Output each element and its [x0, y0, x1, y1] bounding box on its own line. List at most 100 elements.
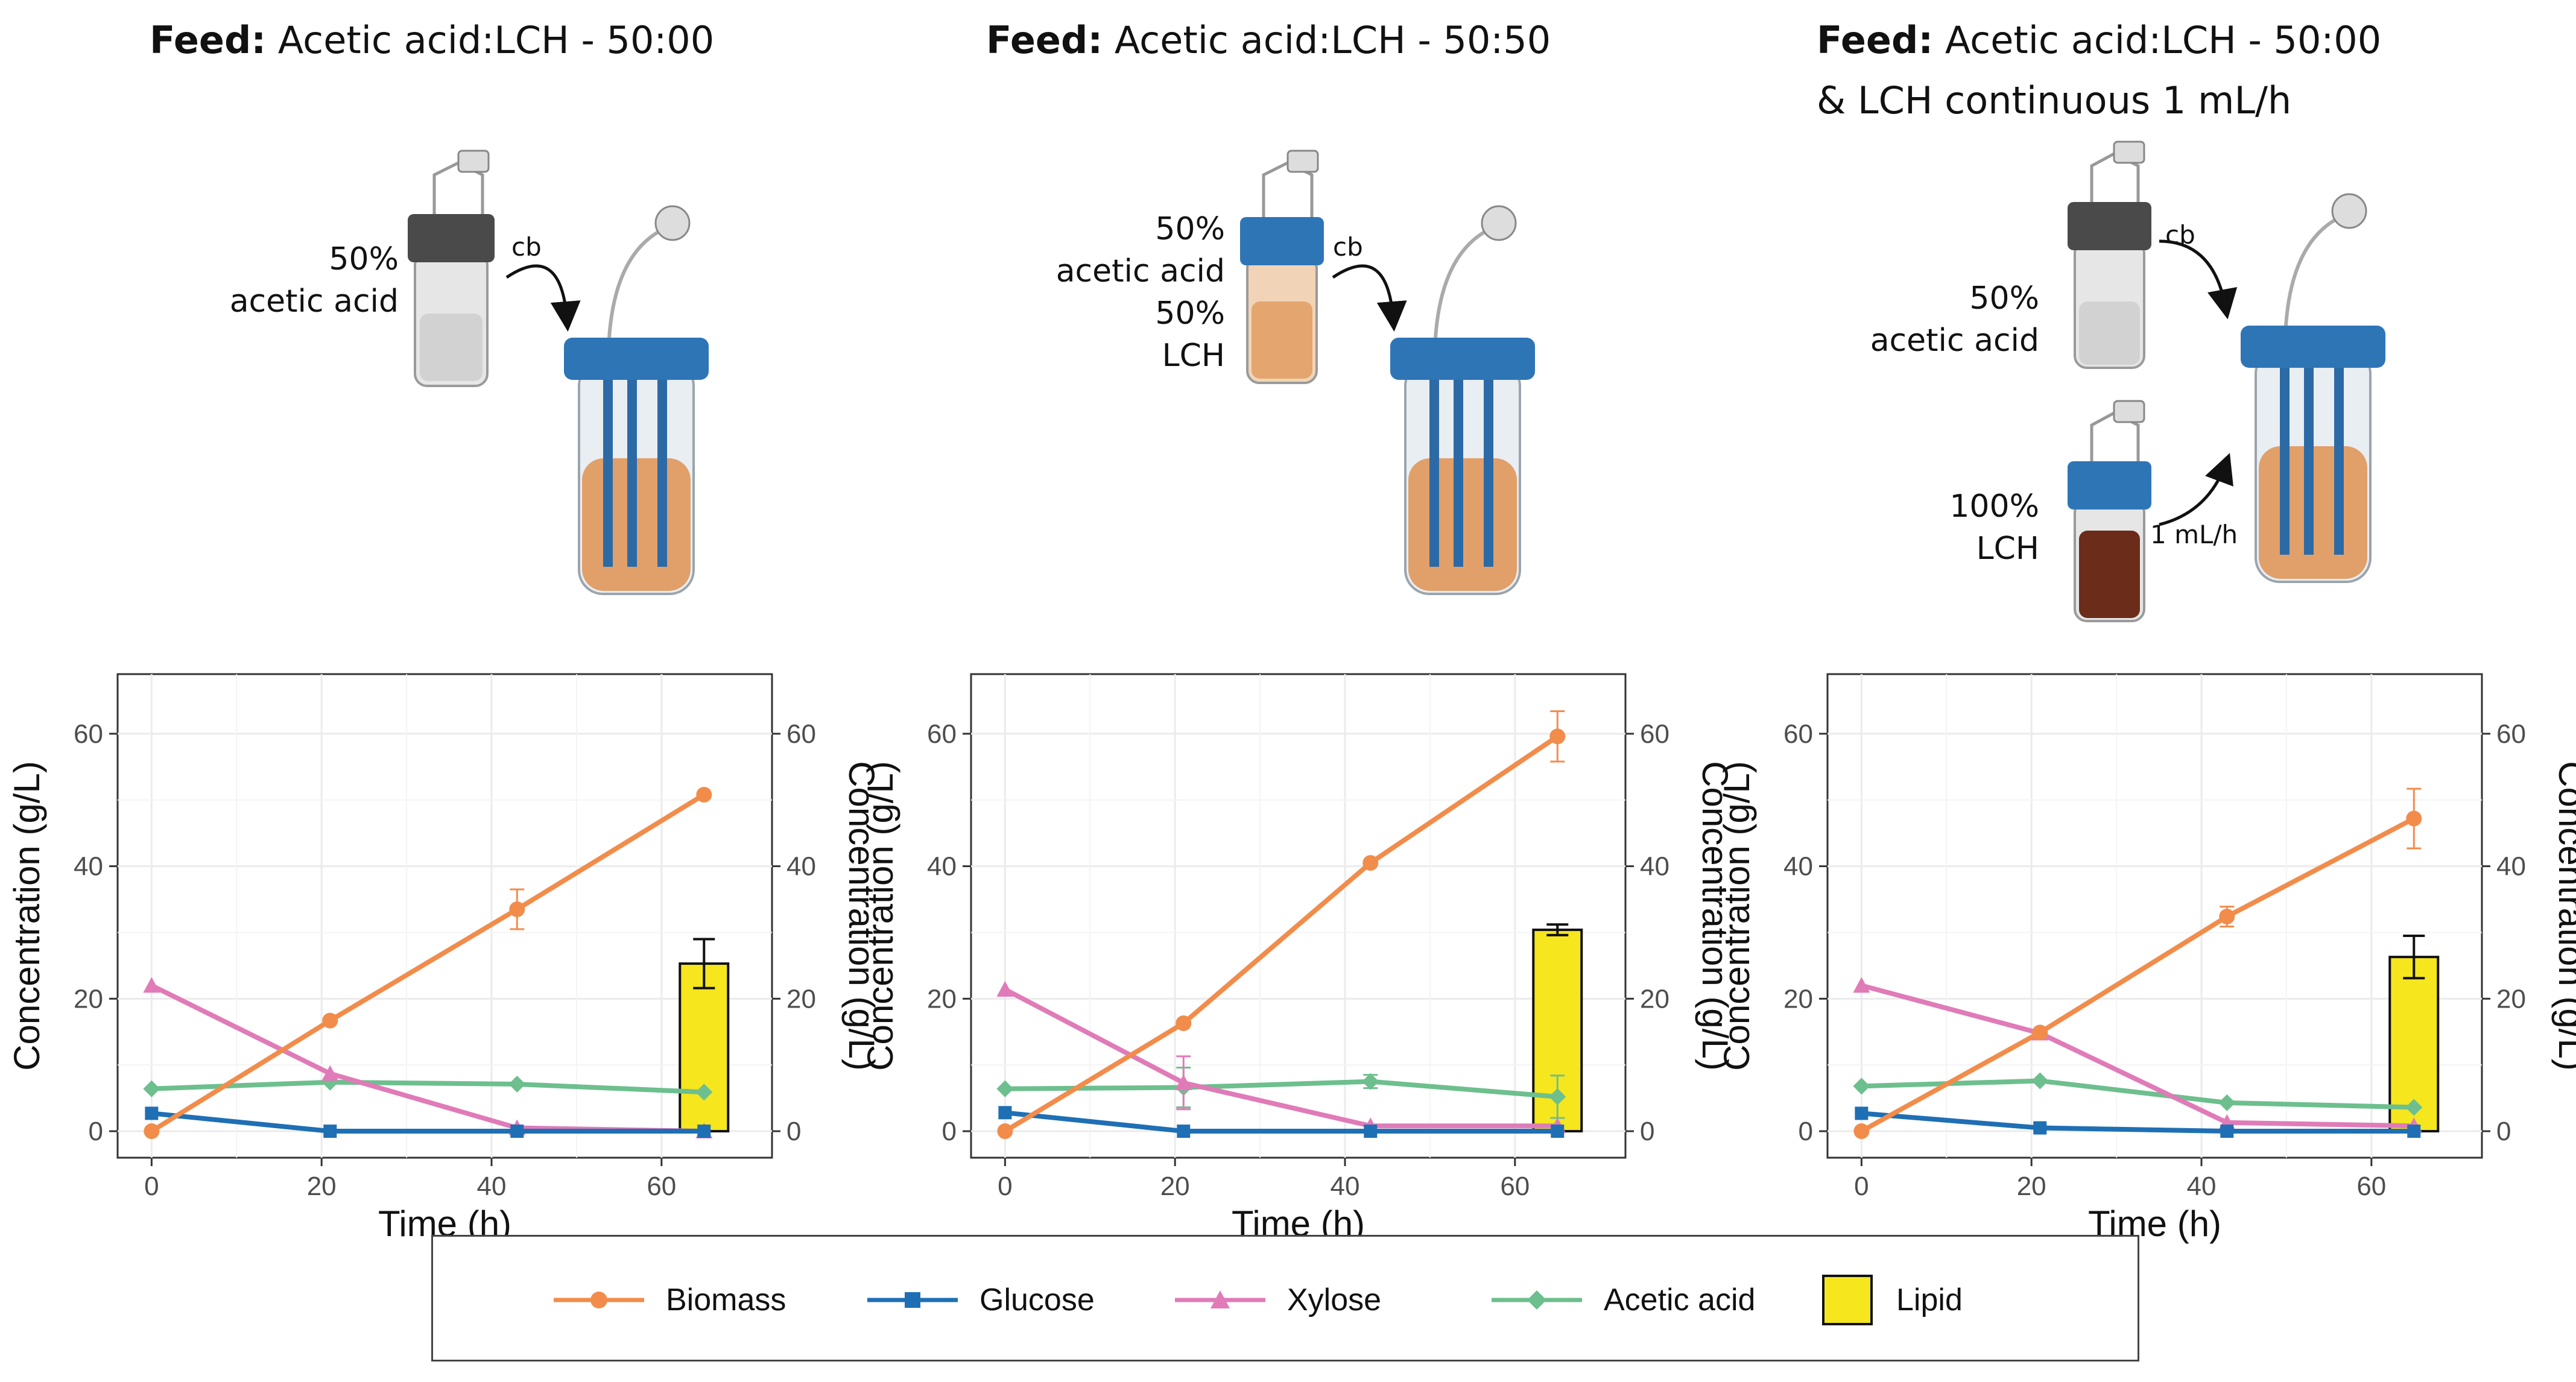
plot-area [116, 673, 773, 1159]
line-acetic-acid [151, 1079, 704, 1095]
series-biomass [1853, 787, 2422, 1140]
x-tick-label: 20 [1160, 1172, 1190, 1201]
panel-3-feed-label-acetic: 50% acetic acid [1870, 277, 2039, 362]
panel-1-arrow [505, 264, 581, 332]
line-biomass [150, 792, 706, 1134]
panel-3-rate-label: 1 mL/h [2150, 520, 2238, 549]
line-biomass [1860, 816, 2416, 1134]
y2-tick-label: 40 [1640, 852, 1669, 882]
legend-item-lipid: Lipid [1820, 1237, 1963, 1363]
y2-tick-label: 0 [2496, 1117, 2511, 1146]
panel-1-arrow-label: cb [511, 232, 542, 262]
panel-1-bioreactor [564, 205, 709, 595]
legend-marker-glucose [867, 1292, 958, 1308]
series-glucose [998, 1106, 1565, 1138]
x-tick-label: 40 [477, 1172, 507, 1201]
panel-2-feed-label-line4: LCH [1162, 338, 1225, 374]
point-biomass [1853, 1123, 1870, 1140]
point-xylose [143, 977, 160, 993]
y2-axis-title: Concentration (g/L) [2551, 761, 2576, 1071]
y-tick-label: 60 [74, 719, 103, 749]
point-biomass [2406, 810, 2422, 827]
legend-marker-acetic-acid [1492, 1290, 1582, 1310]
legend-item-biomass: Biomass [554, 1237, 786, 1363]
y-tick-label: 20 [927, 984, 957, 1014]
panel-3-title-bold: Feed: [1817, 18, 1934, 62]
series-glucose [145, 1106, 711, 1138]
point-biomass [2032, 1024, 2048, 1041]
bar-lipid [679, 962, 730, 1133]
panel-1-title: Feed: Acetic acid:LCH - 50:00 [150, 18, 714, 62]
panel-3-feed-bottle-lch [2068, 400, 2151, 622]
y2-axis-title: Concentration (g/L) [1695, 761, 1735, 1071]
point-acetic-acid [996, 1080, 1014, 1097]
point-biomass [1362, 855, 1379, 871]
panel-3-title: Feed: Acetic acid:LCH - 50:00 [1817, 18, 2381, 62]
panel-3-lch-label-line2: LCH [1976, 531, 2039, 567]
line-xylose [1004, 987, 1558, 1129]
point-acetic-acid [2405, 1099, 2423, 1116]
panel-3-feed-label-line1: 50% [1969, 280, 2039, 317]
panel-1-title-bold: Feed: [150, 18, 267, 62]
series-acetic-acid [143, 1073, 713, 1101]
y2-tick-label: 20 [786, 984, 816, 1014]
panel-2-arrow [1332, 264, 1407, 332]
series-biomass [144, 786, 712, 1140]
point-glucose [998, 1106, 1012, 1120]
y-tick-label: 60 [1783, 719, 1813, 749]
point-acetic-acid [1362, 1073, 1379, 1090]
y2-tick-label: 60 [1640, 719, 1669, 749]
legend-label-lipid: Lipid [1896, 1283, 1963, 1317]
y-tick-label: 0 [89, 1117, 103, 1146]
panel-1-feed-label-line2: acetic acid [229, 283, 399, 320]
panel-1-feed-label-line1: 50% [329, 241, 399, 277]
legend-marker-lipid [1822, 1275, 1873, 1325]
y2-tick-label: 60 [786, 719, 816, 749]
y-tick-label: 40 [74, 852, 103, 882]
panel-2-feed-label-line2: acetic acid [1055, 253, 1225, 289]
point-biomass [696, 786, 712, 803]
legend-item-xylose: Xylose [1175, 1237, 1381, 1363]
panel-1-title-text: Acetic acid:LCH - 50:00 [277, 18, 715, 62]
x-tick-label: 40 [2187, 1172, 2217, 1201]
y2-tick-label: 60 [2496, 719, 2526, 749]
panel-3-feed-bottle-acetic [2068, 140, 2151, 369]
panel-1-feed-label: 50% acetic acid [230, 238, 399, 323]
panel-2-title-bold: Feed: [986, 18, 1103, 62]
point-acetic-acid [2218, 1094, 2236, 1111]
legend-label-xylose: Xylose [1287, 1283, 1382, 1317]
legend: Biomass Glucose Xylose Acetic acid Lipid [431, 1235, 2139, 1361]
point-acetic-acid [143, 1080, 160, 1097]
point-glucose [1551, 1125, 1565, 1138]
y-tick-label: 20 [74, 984, 103, 1014]
point-glucose [145, 1106, 159, 1120]
line-glucose [1004, 1110, 1558, 1134]
series-glucose [1855, 1106, 2421, 1138]
errorbar-lipid [2403, 934, 2425, 980]
point-acetic-acid [2031, 1072, 2049, 1090]
x-tick-label: 60 [1500, 1172, 1530, 1201]
y-tick-label: 60 [927, 719, 957, 749]
point-glucose [1855, 1106, 1869, 1120]
panel-3-arrow-label: cb [2165, 220, 2195, 250]
point-glucose [510, 1125, 524, 1138]
y2-tick-label: 0 [1640, 1117, 1654, 1146]
y-axis-title: Concentration (g/L) [860, 761, 900, 1071]
legend-marker-biomass [554, 1292, 644, 1308]
y-tick-label: 40 [927, 852, 957, 882]
point-glucose [1364, 1125, 1378, 1138]
point-glucose [697, 1125, 711, 1138]
series-biomass [997, 710, 1566, 1140]
y2-axis-title: Concentration (g/L) [841, 761, 882, 1071]
point-xylose [1175, 1074, 1192, 1090]
line-biomass [1004, 734, 1559, 1134]
point-glucose [2033, 1121, 2047, 1135]
panel-3-feed-label-lch: 100% LCH [1949, 485, 2039, 570]
y-tick-label: 40 [1783, 852, 1813, 882]
line-acetic-acid [1005, 1079, 1558, 1099]
y-axis-title: Concentration (g/L) [1717, 761, 1757, 1071]
panel-3-arrow-continuous [2159, 453, 2233, 526]
point-glucose [323, 1125, 337, 1138]
